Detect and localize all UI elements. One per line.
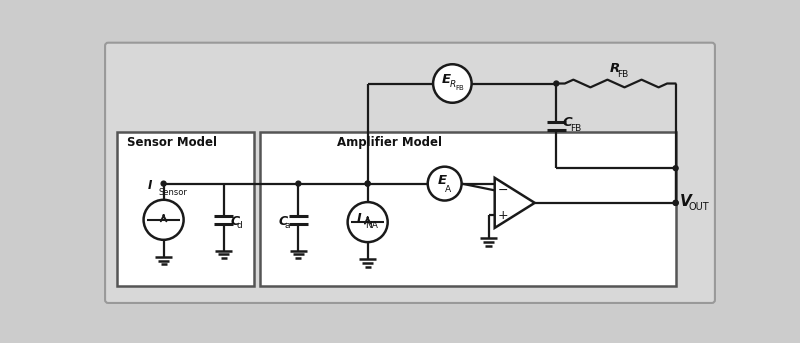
- Text: C: C: [230, 215, 240, 228]
- FancyBboxPatch shape: [105, 43, 715, 303]
- Text: NA: NA: [366, 222, 378, 230]
- Circle shape: [673, 166, 678, 171]
- Text: E: E: [442, 73, 450, 86]
- Text: R: R: [450, 80, 456, 89]
- Text: V: V: [679, 194, 691, 209]
- Text: a: a: [285, 222, 290, 230]
- Circle shape: [428, 167, 462, 201]
- Circle shape: [143, 200, 184, 240]
- Text: R: R: [610, 62, 620, 75]
- Text: C: C: [278, 215, 287, 228]
- Circle shape: [673, 200, 678, 205]
- FancyBboxPatch shape: [118, 132, 254, 286]
- Text: Sensor: Sensor: [159, 188, 188, 197]
- Circle shape: [365, 181, 370, 186]
- Text: Sensor Model: Sensor Model: [126, 136, 217, 149]
- Text: I: I: [357, 212, 362, 225]
- Polygon shape: [494, 178, 534, 228]
- Circle shape: [161, 181, 166, 186]
- Text: d: d: [237, 222, 242, 230]
- Text: OUT: OUT: [689, 202, 710, 212]
- FancyBboxPatch shape: [260, 132, 676, 286]
- Text: FB: FB: [455, 85, 464, 91]
- Text: Amplifier Model: Amplifier Model: [337, 136, 442, 149]
- Text: E: E: [438, 174, 446, 187]
- Circle shape: [433, 64, 472, 103]
- Text: FB: FB: [618, 70, 629, 79]
- Text: FB: FB: [570, 124, 582, 133]
- Circle shape: [673, 200, 678, 205]
- Text: C: C: [562, 116, 572, 129]
- Text: +: +: [498, 209, 509, 222]
- Text: I: I: [148, 179, 153, 192]
- Circle shape: [348, 202, 388, 242]
- Text: A: A: [446, 185, 451, 193]
- Circle shape: [296, 181, 301, 186]
- Circle shape: [365, 181, 370, 186]
- Circle shape: [554, 81, 558, 86]
- Text: −: −: [498, 184, 508, 197]
